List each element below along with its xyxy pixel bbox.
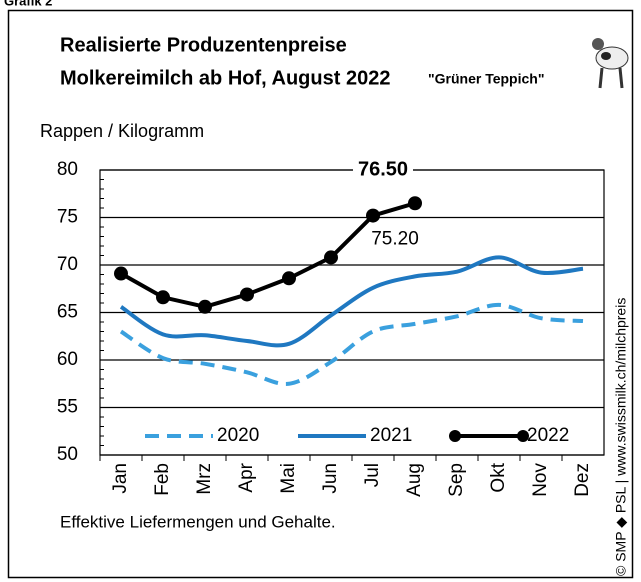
x-tick-label: Nov [530,463,551,497]
y-tick-label: 65 [57,302,78,323]
point [366,209,380,223]
point [114,267,128,281]
series-line [121,305,583,384]
page-label: Grafik 2 [4,0,52,8]
x-tick-label: Mrz [194,463,215,495]
point [240,287,254,301]
x-tick-label: Aug [404,463,425,497]
x-tick-label: Feb [152,463,173,496]
x-tick-label: Jun [320,463,341,494]
y-tick-label: 60 [57,349,78,370]
legend-marker [449,430,461,442]
series-line [121,257,583,345]
chart-title: Realisierte Produzentenpreise [60,34,347,56]
point [156,290,170,304]
x-tick-label: Jul [362,463,383,487]
value-label: 76.50 [358,158,408,180]
point [198,300,212,314]
value-label: 75.20 [371,229,419,250]
cow-icon [592,38,628,88]
point [282,271,296,285]
chart-subtitle: Molkereimilch ab Hof, August 2022 [60,67,390,89]
legend-label: 2020 [217,425,259,446]
x-tick-label: Mai [278,463,299,494]
legend-label: 2021 [370,425,412,446]
legend-label: 2022 [527,425,569,446]
y-tick-label: 55 [57,397,78,418]
y-tick-label: 50 [57,444,78,465]
point [324,250,338,264]
source: © SMP ◆ PSL | www.swissmilk.ch/milchprei… [613,298,629,576]
x-tick-label: Jan [110,463,131,494]
y-axis-label: Rappen / Kilogramm [40,121,204,141]
point [408,196,422,210]
footnote: Effektive Liefermengen und Gehalte. [60,512,336,531]
x-tick-label: Apr [236,462,257,492]
y-tick-label: 75 [57,207,78,228]
y-tick-label: 80 [57,159,78,180]
chart: Grafik 2 Realisierte Produzentenpreise M… [0,0,641,582]
x-tick-label: Dez [572,463,593,497]
x-tick-label: Okt [488,462,509,492]
y-tick-label: 70 [57,254,78,275]
x-tick-label: Sep [446,463,467,497]
title-note: "Grüner Teppich" [428,71,544,87]
